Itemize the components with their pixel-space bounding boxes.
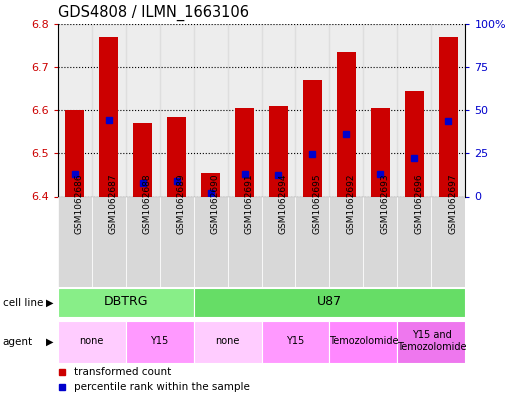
Bar xyxy=(363,24,397,196)
Bar xyxy=(194,196,228,287)
Text: Y15 and
Temozolomide: Y15 and Temozolomide xyxy=(397,330,466,352)
Text: GSM1062688: GSM1062688 xyxy=(142,173,152,234)
Text: GSM1062686: GSM1062686 xyxy=(74,173,84,234)
Bar xyxy=(235,108,254,196)
Bar xyxy=(65,110,84,196)
Text: Y15: Y15 xyxy=(287,336,304,346)
Text: ▶: ▶ xyxy=(46,298,53,308)
Bar xyxy=(133,123,152,196)
Bar xyxy=(58,196,92,287)
Text: GDS4808 / ILMN_1663106: GDS4808 / ILMN_1663106 xyxy=(58,5,248,21)
Bar xyxy=(397,24,431,196)
Text: GSM1062689: GSM1062689 xyxy=(177,173,186,234)
Text: Y15: Y15 xyxy=(151,336,168,346)
Bar xyxy=(337,51,356,196)
Bar xyxy=(58,288,194,317)
Text: U87: U87 xyxy=(317,296,342,309)
Bar xyxy=(431,24,465,196)
Bar xyxy=(295,24,329,196)
Bar xyxy=(99,37,118,197)
Text: GSM1062694: GSM1062694 xyxy=(279,173,288,234)
Bar xyxy=(58,321,126,363)
Bar xyxy=(92,196,126,287)
Bar xyxy=(92,24,126,196)
Bar xyxy=(262,196,295,287)
Bar xyxy=(431,196,465,287)
Text: cell line: cell line xyxy=(3,298,43,308)
Text: GSM1062696: GSM1062696 xyxy=(415,173,424,234)
Bar xyxy=(228,196,262,287)
Bar xyxy=(397,321,465,363)
Bar xyxy=(439,37,458,197)
Bar xyxy=(269,106,288,196)
Bar xyxy=(405,91,424,196)
Text: transformed count: transformed count xyxy=(74,367,171,377)
Bar xyxy=(262,321,329,363)
Bar xyxy=(329,24,363,196)
Bar xyxy=(160,24,194,196)
Bar xyxy=(126,24,160,196)
Bar xyxy=(160,196,194,287)
Text: ▶: ▶ xyxy=(46,337,53,347)
Bar xyxy=(303,80,322,196)
Bar xyxy=(194,24,228,196)
Bar xyxy=(371,108,390,196)
Bar xyxy=(201,173,220,196)
Text: agent: agent xyxy=(3,337,33,347)
Bar xyxy=(194,288,465,317)
Bar xyxy=(329,321,397,363)
Text: none: none xyxy=(79,336,104,346)
Text: GSM1062687: GSM1062687 xyxy=(109,173,118,234)
Bar xyxy=(126,196,160,287)
Bar xyxy=(167,117,186,196)
Bar xyxy=(58,24,92,196)
Bar xyxy=(262,24,295,196)
Text: DBTRG: DBTRG xyxy=(103,296,148,309)
Text: Temozolomide: Temozolomide xyxy=(329,336,398,346)
Text: none: none xyxy=(215,336,240,346)
Bar xyxy=(397,196,431,287)
Text: percentile rank within the sample: percentile rank within the sample xyxy=(74,382,249,393)
Text: GSM1062691: GSM1062691 xyxy=(245,173,254,234)
Bar xyxy=(295,196,329,287)
Text: GSM1062695: GSM1062695 xyxy=(313,173,322,234)
Bar xyxy=(194,321,262,363)
Bar xyxy=(126,321,194,363)
Text: GSM1062693: GSM1062693 xyxy=(381,173,390,234)
Bar xyxy=(228,24,262,196)
Text: GSM1062690: GSM1062690 xyxy=(210,173,220,234)
Text: GSM1062697: GSM1062697 xyxy=(449,173,458,234)
Bar xyxy=(363,196,397,287)
Bar xyxy=(329,196,363,287)
Text: GSM1062692: GSM1062692 xyxy=(347,173,356,234)
